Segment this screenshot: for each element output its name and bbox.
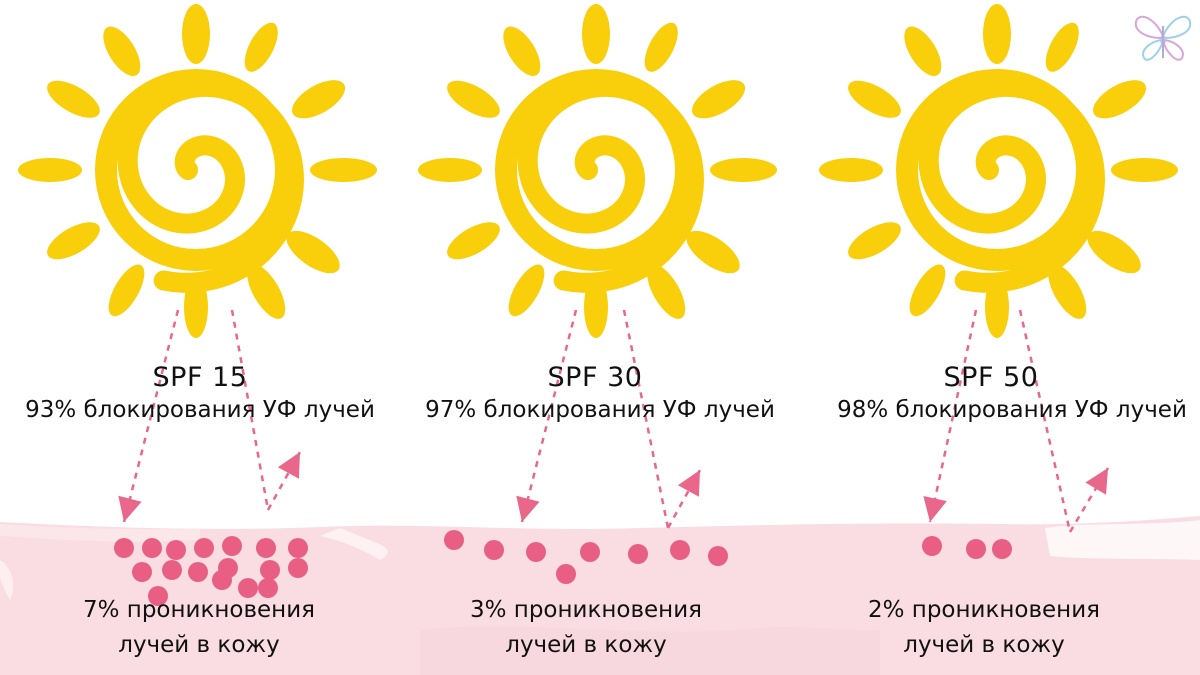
- butterfly-logo-icon: [1134, 15, 1192, 61]
- uv-particle-dot: [238, 578, 258, 598]
- penetration-text-line2: лучей в кожу: [903, 632, 1065, 658]
- sun-spiral: [117, 76, 305, 293]
- uv-particle-dot: [628, 544, 648, 564]
- reflected-ray: [666, 469, 702, 529]
- sun-ray: [983, 4, 1011, 64]
- uv-particle-dot: [218, 558, 238, 578]
- sun-group: [418, 4, 777, 338]
- reflected-ray-arrowhead: [677, 470, 700, 497]
- penetration-text-line2: лучей в кожу: [505, 632, 667, 658]
- sun-ray: [848, 80, 901, 118]
- sun-ray: [686, 230, 740, 274]
- sun-ray: [108, 264, 145, 317]
- sun-ray: [182, 4, 210, 64]
- sun-ray: [292, 80, 346, 119]
- penetration-text-line2: лучей в кожу: [118, 632, 280, 658]
- spf-label: SPF 50: [943, 362, 1039, 393]
- sun-ray: [508, 264, 545, 317]
- sun-ray: [1048, 264, 1087, 319]
- sun-ray: [47, 80, 100, 118]
- sun-ray: [18, 158, 82, 182]
- sun-ray: [103, 26, 141, 76]
- spf-label: SPF 30: [547, 362, 643, 393]
- spf-panel-50: SPF 50 98% блокирования УФ лучей 2% прон…: [800, 0, 1200, 675]
- uv-particle-dot: [212, 570, 232, 590]
- penetration-text-line1: 7% проникновения: [82, 597, 316, 623]
- sun-ray: [310, 158, 377, 182]
- sun-ray: [692, 80, 746, 119]
- sun-ray: [47, 222, 100, 260]
- spf-label: SPF 15: [152, 362, 248, 393]
- incoming-ray-arrowhead: [118, 495, 142, 522]
- sun-ray: [447, 222, 500, 260]
- uv-particle-dot: [132, 562, 152, 582]
- sun-ray: [1087, 230, 1141, 274]
- uv-particle-dot: [258, 578, 278, 598]
- uv-particle-dot: [260, 560, 280, 580]
- uv-particle-dot: [966, 539, 986, 559]
- uv-particle-dot: [444, 530, 464, 550]
- uv-particle-dot: [188, 562, 208, 582]
- uv-particle-dot: [922, 536, 942, 556]
- penetration-text-line1: 3% проникновения: [469, 597, 703, 623]
- sun-spiral: [918, 76, 1106, 293]
- uv-particle-dot: [556, 564, 576, 584]
- uv-particle-dot: [580, 542, 600, 562]
- sun-ray: [644, 22, 678, 72]
- blocking-text: 98% блокирования УФ лучей: [837, 397, 1187, 423]
- reflected-ray-arrowhead: [1085, 468, 1108, 495]
- uv-particle-dot: [142, 538, 162, 558]
- uv-particle-dot: [256, 538, 276, 558]
- sun-ray: [1045, 22, 1079, 72]
- sun-ray: [582, 4, 610, 64]
- sun-ray: [244, 22, 278, 72]
- sun-ray: [819, 158, 883, 182]
- sun-ray: [710, 158, 777, 182]
- sun-ray: [247, 264, 286, 319]
- uv-particle-dot: [288, 558, 308, 578]
- uv-particle-dot: [288, 538, 308, 558]
- uv-particle-dot: [484, 540, 504, 560]
- uv-particle-dot: [162, 560, 182, 580]
- uv-particle-dot: [708, 546, 728, 566]
- reflected-ray-arrowhead: [277, 452, 300, 479]
- reflected-ray: [266, 451, 302, 511]
- penetration-text-line1: 2% проникновения: [867, 597, 1101, 623]
- uv-particle-dot: [222, 536, 242, 556]
- sun-icon: [819, 4, 1178, 338]
- sun-group: [18, 4, 377, 338]
- uv-particle-dot: [194, 538, 214, 558]
- spf-panel-15: SPF 15 93% блокирования УФ лучей 7% прон…: [0, 0, 400, 675]
- uv-particle-dot: [670, 540, 690, 560]
- sun-icon: [18, 4, 377, 338]
- sun-ray: [647, 264, 686, 319]
- blocking-text: 97% блокирования УФ лучей: [425, 397, 775, 423]
- uv-particle-dot: [166, 540, 186, 560]
- sun-ray: [1111, 158, 1178, 182]
- uv-particle-dot: [114, 538, 134, 558]
- sun-icon: [418, 4, 777, 338]
- sun-ray: [1093, 80, 1147, 119]
- sun-ray: [418, 158, 482, 182]
- blocking-text: 93% блокирования УФ лучей: [25, 397, 375, 423]
- sun-ray: [447, 80, 500, 118]
- sun-ray: [848, 222, 901, 260]
- reflected-ray: [1068, 467, 1110, 533]
- uv-particle-dot: [992, 539, 1012, 559]
- sun-ray: [909, 264, 946, 317]
- sun-group: [819, 4, 1178, 338]
- spf-panel-30: SPF 30 97% блокирования УФ лучей 3% прон…: [400, 0, 800, 675]
- incoming-ray-arrowhead: [516, 495, 540, 522]
- sun-ray: [904, 26, 942, 76]
- sun-ray: [503, 26, 541, 76]
- uv-particle-dot: [526, 542, 546, 562]
- sun-ray: [286, 230, 340, 274]
- incoming-ray-arrowhead: [923, 496, 947, 522]
- sun-spiral: [517, 76, 705, 293]
